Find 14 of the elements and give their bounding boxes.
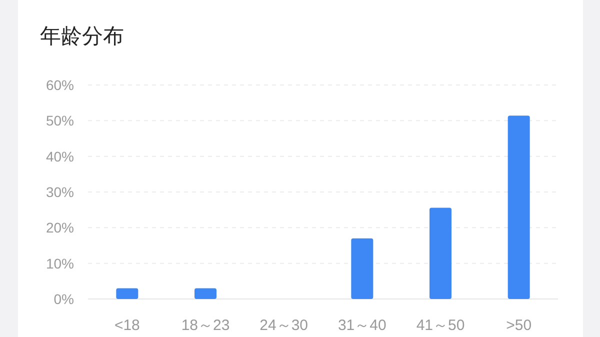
x-tick-label: >50 bbox=[506, 317, 532, 334]
x-tick-label: <18 bbox=[114, 317, 140, 334]
y-tick-label: 10% bbox=[46, 255, 74, 272]
y-tick-label: 30% bbox=[46, 184, 74, 200]
y-tick-label: 60% bbox=[46, 77, 74, 93]
y-tick-label: 20% bbox=[46, 220, 74, 236]
x-tick-label: 18～23 bbox=[181, 317, 230, 334]
x-tick-label: 41～50 bbox=[416, 317, 465, 334]
y-tick-label: 50% bbox=[46, 112, 74, 129]
title: 年龄分布 bbox=[40, 25, 124, 48]
x-tick-label: 31～40 bbox=[338, 317, 386, 334]
y-tick-label: 0% bbox=[54, 291, 74, 307]
x-tick-label: 24～30 bbox=[260, 317, 308, 334]
y-tick-label: 40% bbox=[46, 148, 74, 164]
